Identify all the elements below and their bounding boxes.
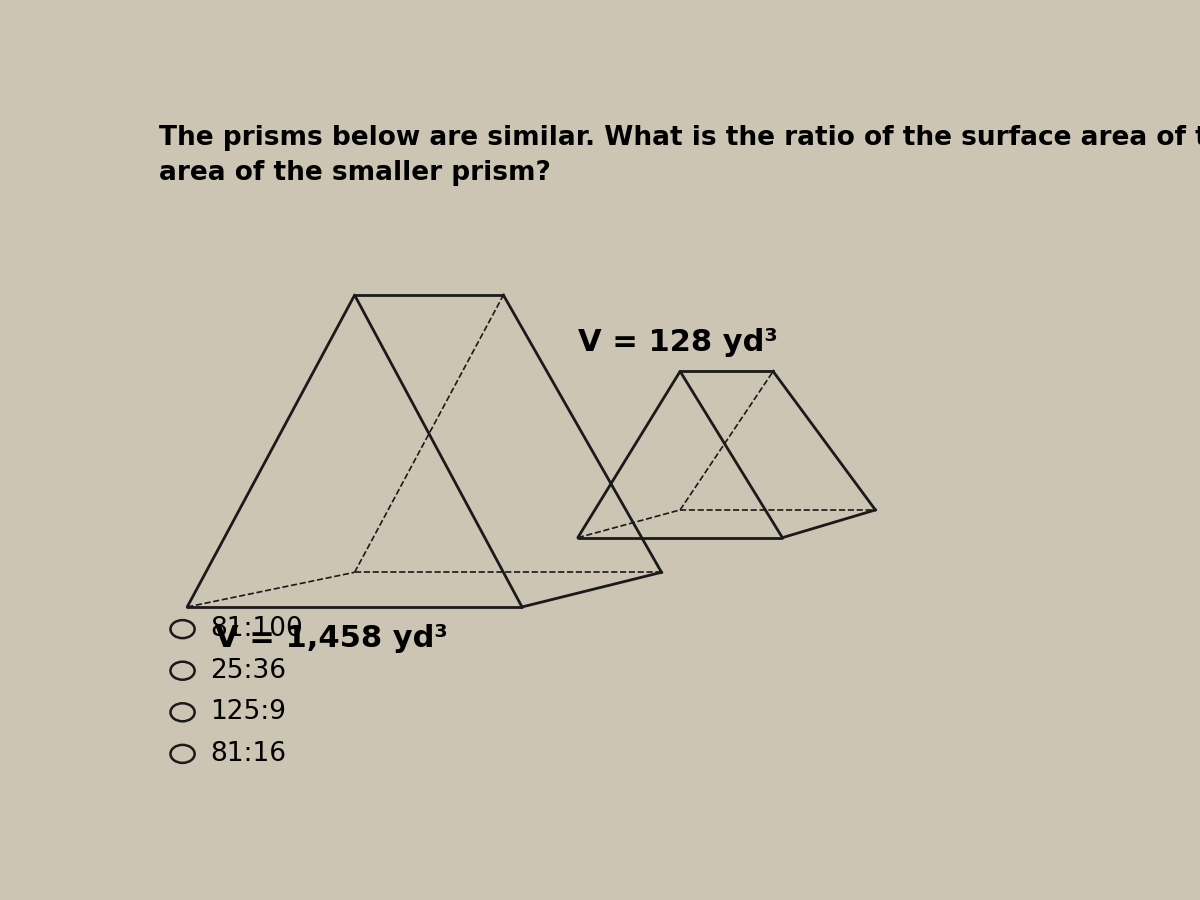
- Text: 81:100: 81:100: [210, 616, 304, 642]
- Text: V = 128 yd³: V = 128 yd³: [578, 328, 778, 357]
- Text: 125:9: 125:9: [210, 699, 287, 725]
- Text: 81:16: 81:16: [210, 741, 287, 767]
- Text: V = 1,458 yd³: V = 1,458 yd³: [215, 625, 448, 653]
- Text: area of the smaller prism?: area of the smaller prism?: [160, 160, 551, 186]
- Text: 25:36: 25:36: [210, 658, 287, 684]
- Text: The prisms below are similar. What is the ratio of the surface area of the large: The prisms below are similar. What is th…: [160, 125, 1200, 151]
